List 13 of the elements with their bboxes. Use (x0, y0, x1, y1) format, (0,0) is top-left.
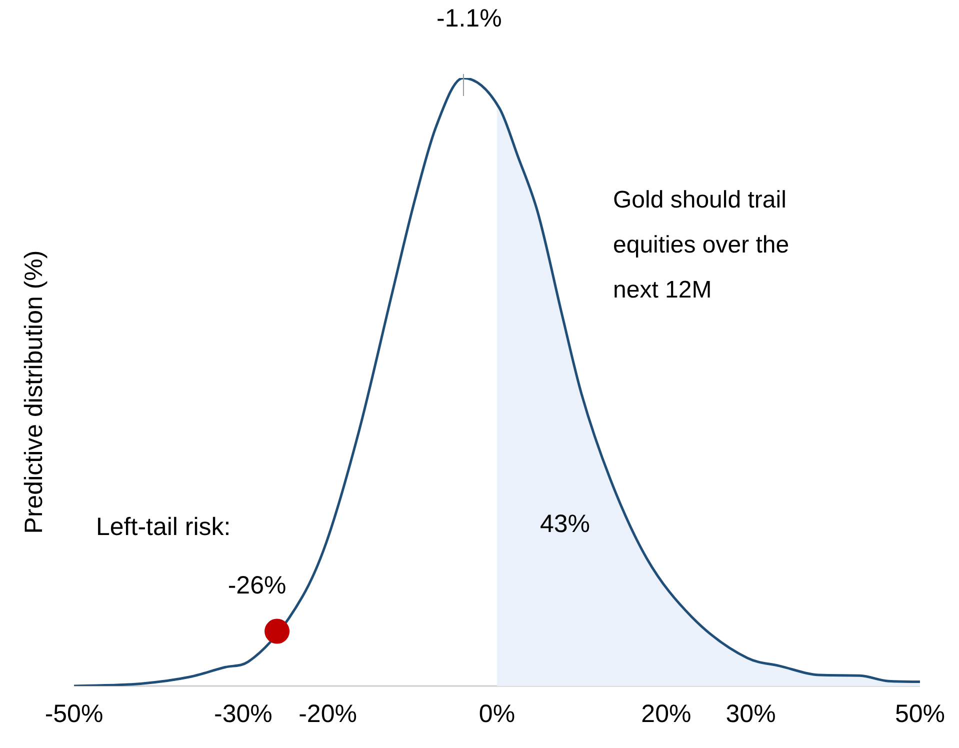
annotation: Gold should trail equities over the next 12M (613, 186, 790, 304)
x-tick-label: -30% (214, 700, 272, 728)
annotation: Left-tail risk: (96, 512, 231, 541)
annotation: -1.1% (436, 4, 502, 32)
x-tick-label: -50% (44, 700, 104, 728)
y-axis-title: Predictive distribution (%) (20, 250, 48, 534)
x-tick-label: 30% (726, 700, 776, 728)
x-tick-label: 20% (641, 700, 692, 728)
annotation: -26% (228, 572, 286, 600)
x-tick-label: 0% (478, 700, 516, 728)
annotation: 43% (540, 510, 590, 538)
x-tick-label: 50% (894, 700, 946, 728)
x-tick-label: -20% (298, 700, 357, 728)
